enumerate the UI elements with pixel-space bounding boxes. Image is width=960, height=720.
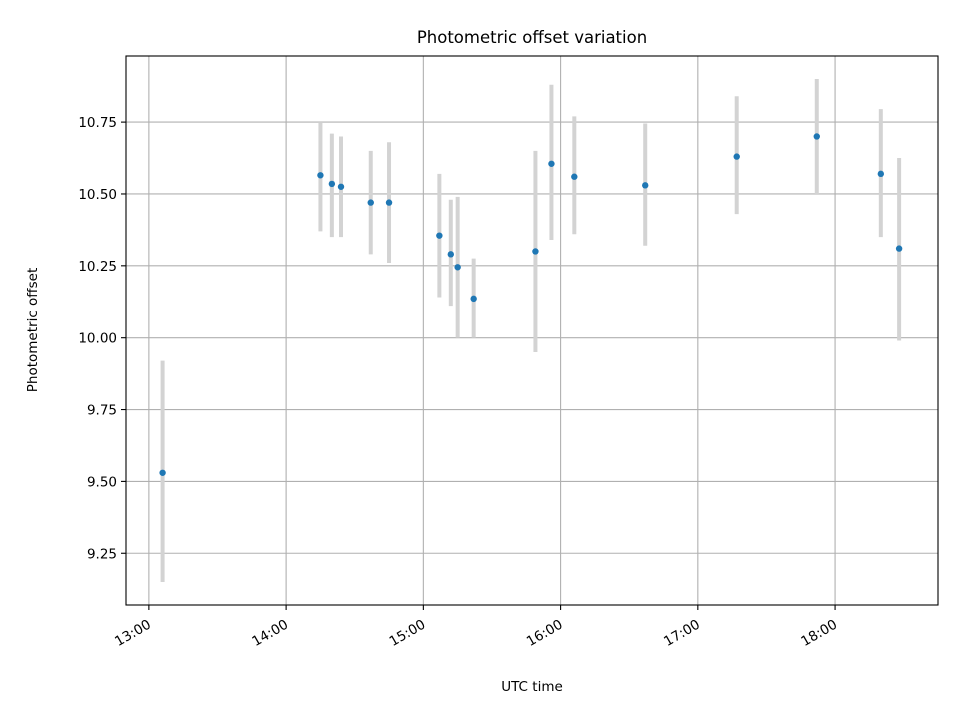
data-point [328, 180, 336, 188]
grid [126, 56, 938, 605]
y-tick-label: 10.25 [78, 259, 117, 275]
data-point [454, 264, 461, 271]
y-axis-label: Photometric offset [25, 268, 41, 392]
data-point [813, 133, 820, 140]
data-point [317, 172, 324, 179]
data-point [548, 160, 555, 167]
x-axis-label: UTC time [501, 679, 563, 695]
data-point [367, 199, 374, 206]
data-point [436, 232, 443, 239]
data-point [642, 182, 649, 189]
data-point [532, 248, 539, 255]
data-point [337, 183, 345, 190]
y-tick-label: 9.50 [87, 474, 117, 490]
data-point [733, 153, 740, 160]
data-point [470, 295, 477, 303]
y-tick-label: 9.75 [87, 403, 117, 419]
data-point [571, 173, 578, 180]
plot-frame [125, 55, 939, 606]
data-points [159, 133, 903, 476]
data-point [447, 251, 454, 258]
data-point [159, 469, 166, 476]
data-point [385, 199, 393, 206]
y-tick-label: 9.25 [87, 546, 117, 562]
y-tick-label: 10.50 [78, 187, 117, 203]
chart-title: Photometric offset variation [417, 28, 647, 47]
data-point [895, 245, 903, 252]
data-point [877, 170, 885, 178]
y-tick-label: 10.75 [78, 115, 117, 131]
y-tick-label: 10.00 [78, 331, 117, 347]
